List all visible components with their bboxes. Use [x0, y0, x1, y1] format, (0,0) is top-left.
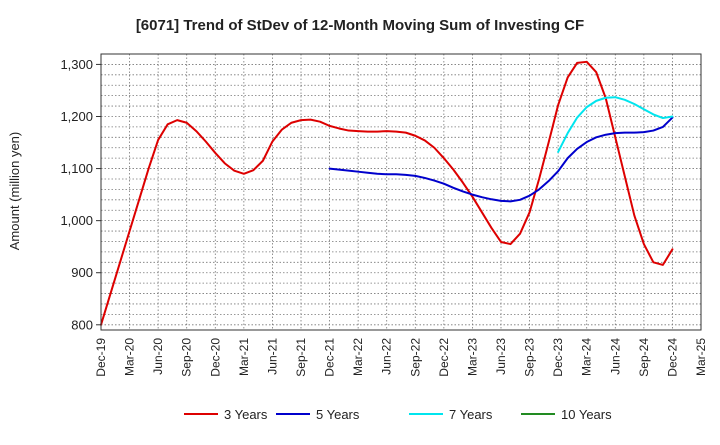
- x-tick-label: Mar-22: [351, 338, 365, 376]
- y-axis-label: Amount (million yen): [7, 132, 22, 251]
- x-tick-label: Jun-22: [380, 338, 394, 375]
- legend-label-3-years: 3 Years: [224, 407, 268, 422]
- legend-label-10-years: 10 Years: [561, 407, 612, 422]
- x-tick-label: Sep-20: [180, 338, 194, 377]
- y-tick-label: 1,100: [60, 161, 93, 176]
- y-tick-label: 800: [71, 317, 93, 332]
- x-tick-label: Sep-21: [294, 338, 308, 377]
- legend-label-7-years: 7 Years: [449, 407, 493, 422]
- x-tick-label: Mar-21: [237, 338, 251, 376]
- chart-title: [6071] Trend of StDev of 12-Month Moving…: [136, 17, 584, 34]
- series-line-3-years: [100, 60, 674, 326]
- x-tick-label: Mar-23: [465, 338, 479, 376]
- x-tick-label: Dec-20: [208, 338, 222, 377]
- series-line-7-years: [557, 96, 674, 153]
- legend: 3 Years 5 Years 7 Years 10 Years: [184, 407, 612, 422]
- x-tick-label: Jun-21: [265, 338, 279, 375]
- x-tick-label: Dec-22: [437, 338, 451, 377]
- x-tick-label: Dec-21: [323, 338, 337, 377]
- x-tick-label: Mar-24: [580, 338, 594, 376]
- y-tick-label: 1,200: [60, 109, 93, 124]
- y-tick-label: 1,300: [60, 57, 93, 72]
- x-tick-label: Dec-24: [665, 338, 679, 377]
- x-tick-label: Jun-24: [608, 338, 622, 375]
- series-line-5-years: [328, 116, 674, 203]
- y-tick-label: 1,000: [60, 213, 93, 228]
- plot-series: [100, 60, 674, 326]
- x-tick-label: Sep-24: [637, 338, 651, 377]
- x-tick-label: Mar-20: [123, 338, 137, 376]
- plot-grid: [100, 53, 702, 330]
- x-tick-label: Jun-20: [151, 338, 165, 375]
- y-axis-ticks: 800 900 1,000 1,100 1,200 1,300: [60, 57, 101, 332]
- x-tick-label: Mar-25: [694, 338, 708, 376]
- legend-label-5-years: 5 Years: [316, 407, 360, 422]
- x-tick-label: Dec-19: [94, 338, 108, 377]
- plot-frame: [100, 53, 702, 331]
- x-tick-label: Sep-23: [523, 338, 537, 377]
- x-tick-label: Dec-23: [551, 338, 565, 377]
- x-tick-label: Jun-23: [494, 338, 508, 375]
- y-tick-label: 900: [71, 265, 93, 280]
- x-axis-ticks: Dec-19 Mar-20 Jun-20 Sep-20 Dec-20 Mar-21 Jun-…: [94, 338, 708, 377]
- x-tick-label: Sep-22: [408, 338, 422, 377]
